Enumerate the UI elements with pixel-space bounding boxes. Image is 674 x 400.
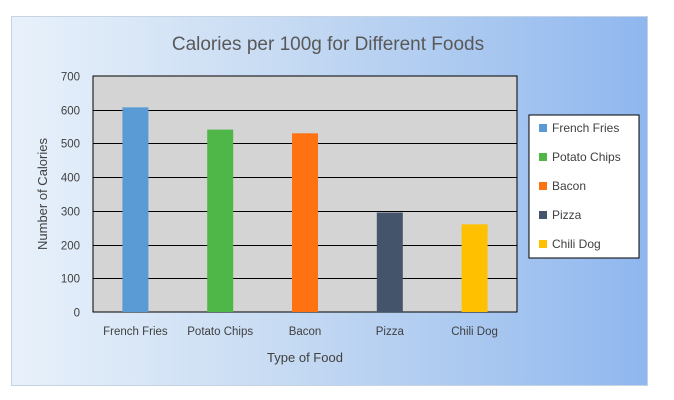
chart-title: Calories per 100g for Different Foods [172,34,484,55]
bar-pizza [376,212,403,312]
y-tick-label: 600 [61,106,80,118]
legend-swatch [539,240,547,248]
legend-swatch [539,153,547,161]
y-tick-label: 500 [61,139,80,151]
bars [122,107,488,313]
y-tick-label: 400 [61,173,80,185]
x-axis-title: Type of Food [267,350,343,365]
bar-bacon [292,133,318,312]
legend-box [528,114,640,259]
bar-french-fries [122,107,149,313]
legend-swatch [539,211,547,219]
y-tick-label: 100 [61,274,80,286]
x-tick-label: French Fries [103,326,168,338]
y-axis-title: Number of Calories [35,138,50,250]
bar-chili-dog [461,224,488,312]
legend-label: Pizza [552,208,582,222]
y-axis-ticks: 0 100 200 300 400 500 600 700 [61,72,80,320]
legend-label: Chili Dog [552,237,601,251]
y-tick-label: 200 [61,241,80,253]
y-tick-label: 300 [61,207,80,219]
x-tick-label: Bacon [289,326,322,338]
legend-label: French Fries [552,121,619,135]
x-tick-label: Chili Dog [451,326,498,338]
x-tick-label: Pizza [376,326,405,338]
x-axis-ticks: French Fries Potato Chips Bacon Pizza Chili … [103,326,498,338]
legend-swatch [539,182,547,190]
legend-swatch [539,124,547,132]
bar-potato-chips [207,129,234,312]
y-tick-label: 700 [61,72,80,84]
legend-label: Bacon [552,179,586,193]
legend: French Fries Potato Chips Bacon Pizza Chili … [528,114,640,259]
x-tick-label: Potato Chips [187,326,253,338]
legend-label: Potato Chips [552,150,621,164]
y-tick-label: 0 [74,308,80,320]
